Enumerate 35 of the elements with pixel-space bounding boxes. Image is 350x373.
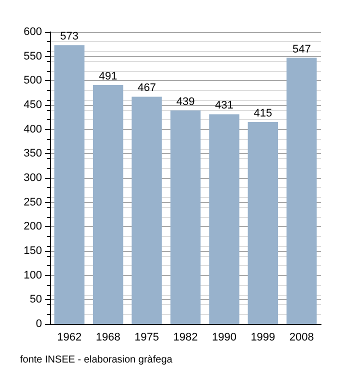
y-tick-label: 400 xyxy=(24,123,42,136)
data-label: 439 xyxy=(176,96,195,108)
y-tick-label: 550 xyxy=(24,50,42,62)
data-label: 467 xyxy=(138,82,156,94)
bar xyxy=(54,45,84,324)
y-tick-label: 200 xyxy=(24,220,42,233)
x-tick-label: 2008 xyxy=(289,332,314,344)
y-tick-label: 50 xyxy=(30,294,42,306)
bar xyxy=(92,85,124,324)
y-tick-label: 0 xyxy=(36,318,42,330)
bar xyxy=(248,122,278,324)
data-label: 491 xyxy=(98,70,118,83)
y-tick-label: 600 xyxy=(24,26,42,38)
bar xyxy=(209,114,240,324)
y-tick-label: 350 xyxy=(24,148,42,160)
x-tick-label: 1975 xyxy=(134,332,160,344)
x-tick-label: 1968 xyxy=(96,332,120,344)
x-tick-label: 1962 xyxy=(57,332,82,344)
data-label: 573 xyxy=(60,30,79,43)
data-label: 431 xyxy=(215,100,234,112)
x-tick-label: 1990 xyxy=(212,332,236,344)
bar xyxy=(132,96,162,324)
source-note: fonte INSEE - elaborasion gràfega xyxy=(20,354,173,366)
y-tick-label: 150 xyxy=(24,245,42,257)
y-tick-label: 100 xyxy=(24,269,42,282)
x-tick-label: 1999 xyxy=(250,332,276,344)
y-tick-label: 450 xyxy=(24,99,42,111)
bar xyxy=(286,58,317,324)
data-label: 415 xyxy=(254,108,272,120)
bar xyxy=(170,110,201,324)
data-label: 547 xyxy=(292,43,311,56)
y-tick-label: 250 xyxy=(24,196,42,208)
x-tick-label: 1982 xyxy=(173,332,198,344)
y-tick-label: 300 xyxy=(24,172,42,184)
y-tick-label: 500 xyxy=(24,74,42,87)
